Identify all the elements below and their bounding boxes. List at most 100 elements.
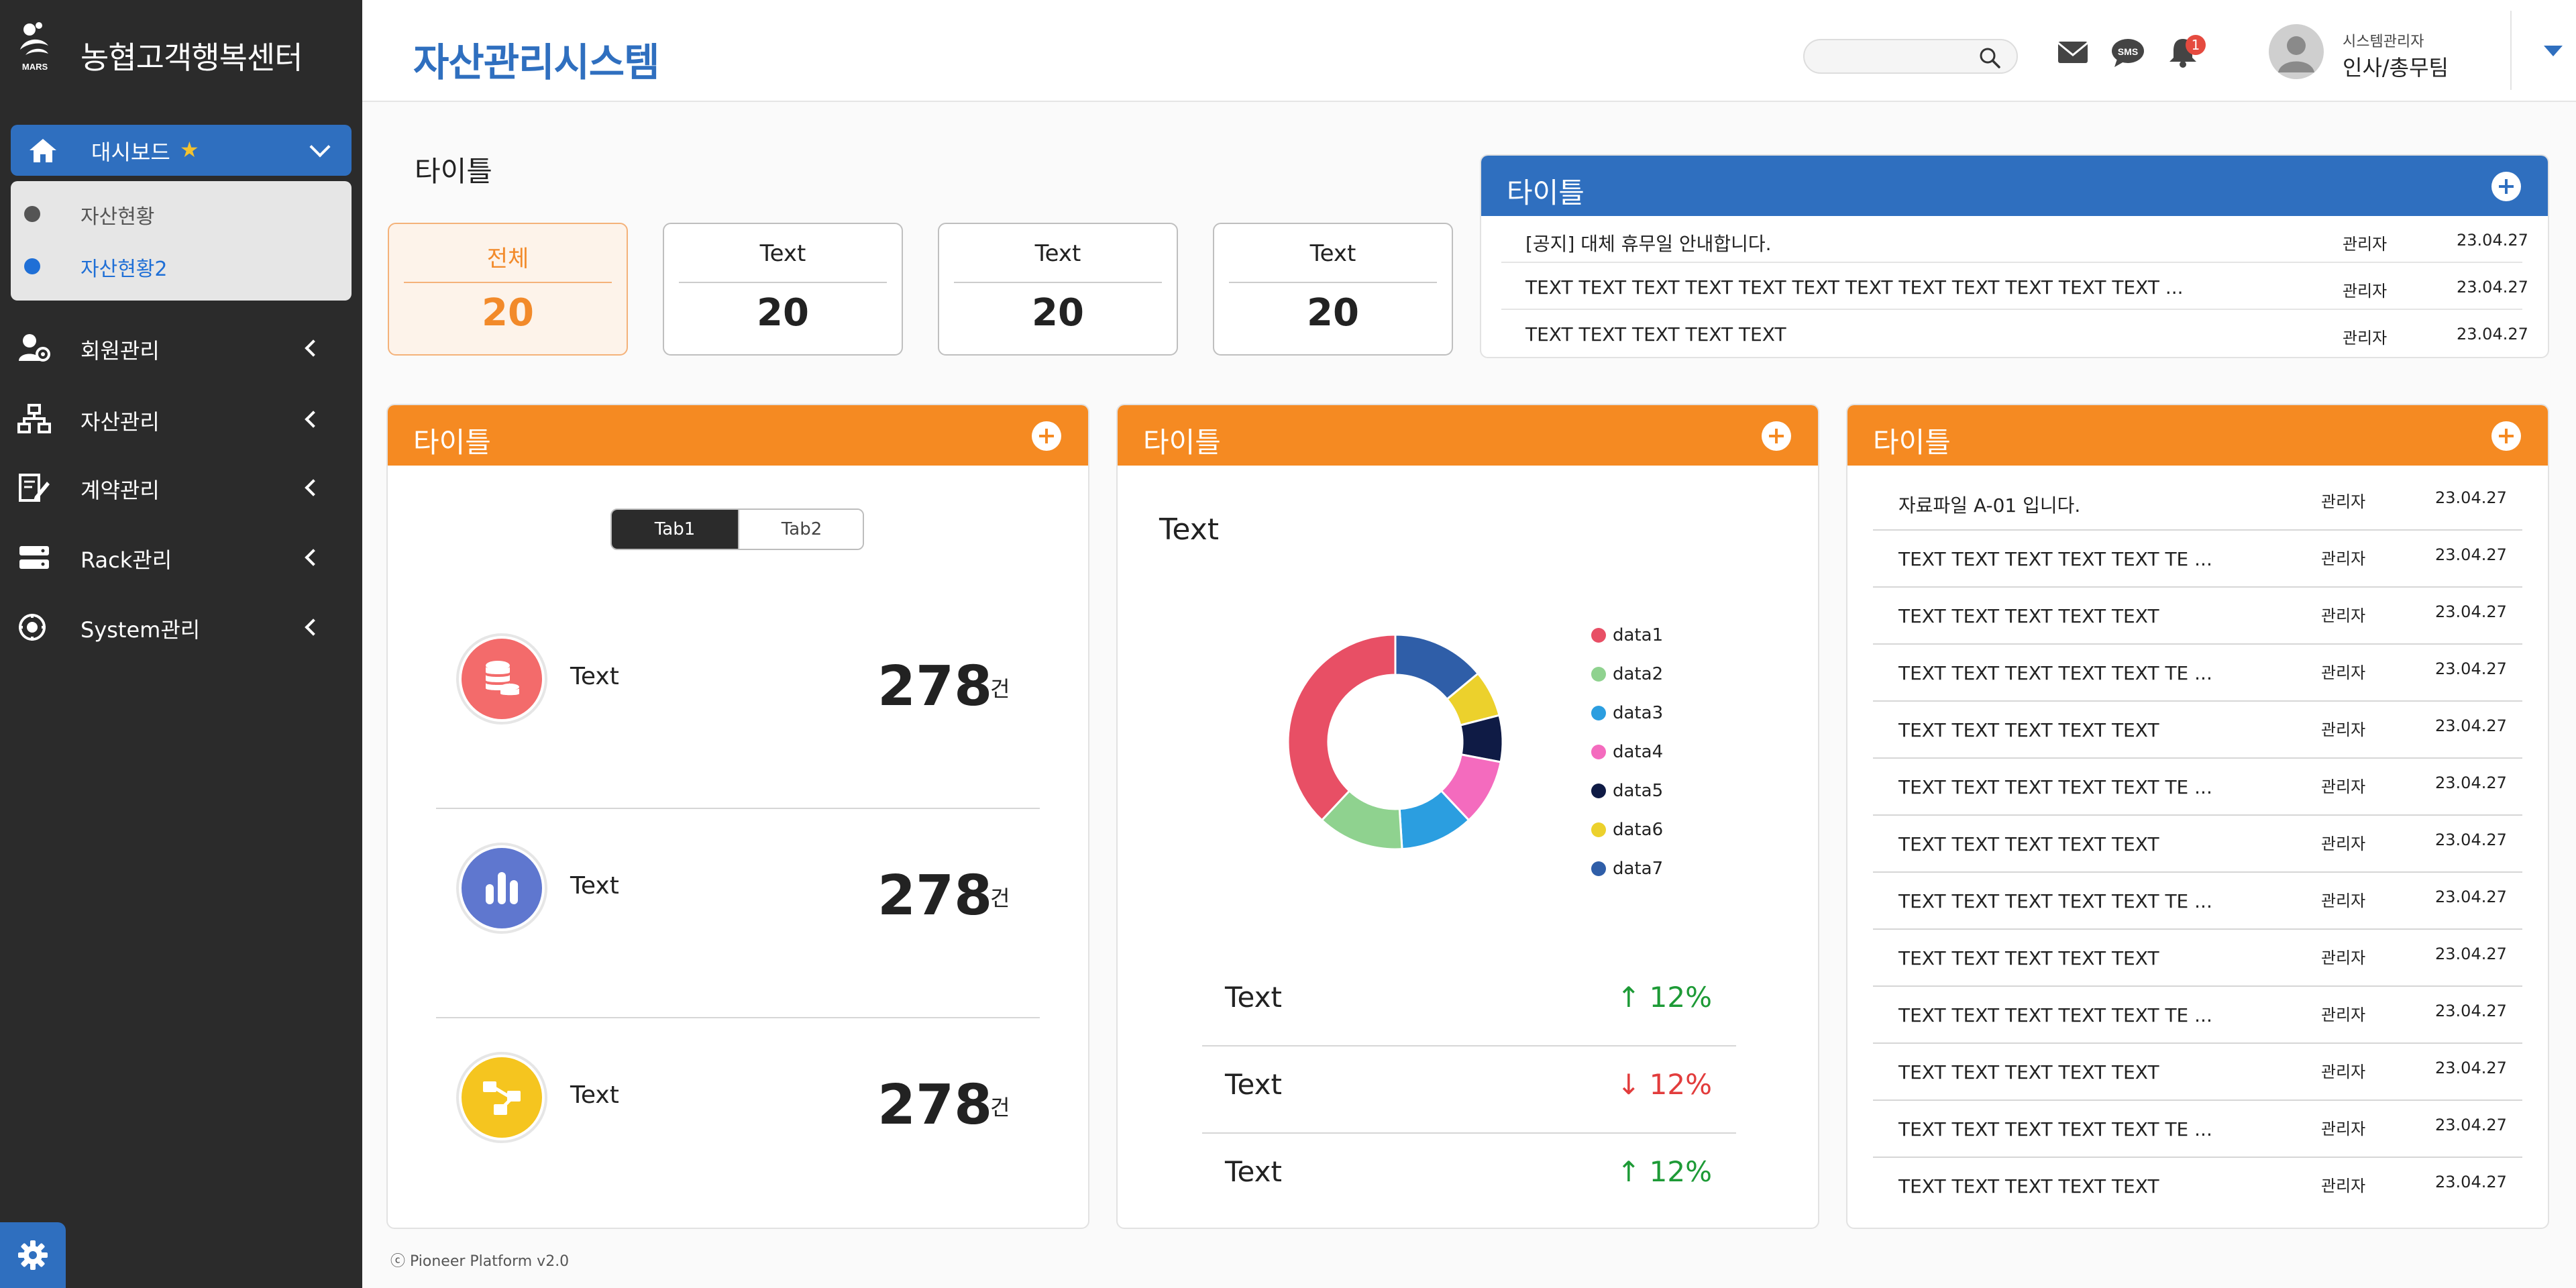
file-row[interactable]: TEXT TEXT TEXT TEXT TEXT 관리자 23.04.27 [1873, 1158, 2522, 1215]
mail-icon[interactable] [2055, 36, 2090, 68]
stat-label: Text [1309, 240, 1356, 267]
trend-label: Text [1225, 981, 1282, 1014]
trend-row: Text ↑ 12% [1202, 959, 1736, 1046]
submenu-item-asset-status-2[interactable]: 자산현황2 [11, 243, 352, 290]
submenu-item-asset-status[interactable]: 자산현황 [11, 191, 352, 237]
sidebar-item-dashboard[interactable]: 대시보드 ★ [11, 125, 352, 176]
notice-row[interactable]: [공지] 대체 휴무일 안내합니다. 관리자 23.04.27 [1501, 216, 2528, 263]
file-date: 23.04.27 [2435, 602, 2507, 621]
logo-text: MARS [22, 62, 48, 72]
file-row[interactable]: TEXT TEXT TEXT TEXT TEXT TE ... 관리자 23.04.… [1873, 531, 2522, 588]
legend-item[interactable]: data4 [1591, 738, 1739, 765]
file-date: 23.04.27 [2435, 1116, 2507, 1134]
notice-row[interactable]: TEXT TEXT TEXT TEXT TEXT TEXT TEXT TEXT … [1501, 263, 2528, 310]
file-date: 23.04.27 [2435, 545, 2507, 564]
file-author: 관리자 [2321, 777, 2366, 796]
star-icon[interactable]: ★ [180, 137, 199, 162]
file-row[interactable]: TEXT TEXT TEXT TEXT TEXT 관리자 23.04.27 [1873, 1044, 2522, 1101]
sidebar-item-system[interactable]: System관리 [11, 601, 352, 655]
chevron-left-icon [305, 339, 322, 357]
file-date: 23.04.27 [2435, 659, 2507, 678]
legend-swatch [1591, 861, 1606, 876]
tab-2[interactable]: Tab2 [738, 510, 863, 549]
legend-item[interactable]: data3 [1591, 699, 1739, 726]
server-icon [19, 546, 49, 569]
sms-icon[interactable]: SMS [2110, 36, 2145, 68]
file-row[interactable]: TEXT TEXT TEXT TEXT TEXT 관리자 23.04.27 [1873, 816, 2522, 873]
trend-row: Text ↓ 12% [1202, 1046, 1736, 1134]
notice-title: TEXT TEXT TEXT TEXT TEXT TEXT TEXT TEXT … [1525, 276, 2184, 299]
search-input[interactable] [1818, 46, 1966, 68]
file-panel: 타이틀 자료파일 A-01 입니다. 관리자 23.04.27 TEXT TEXT T… [1846, 404, 2549, 1229]
notice-row[interactable]: TEXT TEXT TEXT TEXT TEXT 관리자 23.04.27 [1501, 310, 2528, 357]
sidebar-item-contracts[interactable]: 계약관리 [11, 462, 352, 515]
add-icon[interactable] [1032, 421, 1061, 451]
chevron-left-icon [305, 411, 322, 428]
legend-item[interactable]: data6 [1591, 816, 1739, 843]
user-name[interactable]: 인사/총무팀 [2343, 55, 2449, 80]
sidebar-item-assets[interactable]: 자산관리 [11, 393, 352, 447]
section-title: 타이틀 [415, 155, 492, 188]
count-unit: 건 [990, 1095, 1010, 1120]
header-divider [2510, 11, 2512, 90]
legend-label: data5 [1613, 781, 1664, 801]
stat-card[interactable]: Text 20 [1213, 223, 1453, 356]
file-row[interactable]: 자료파일 A-01 입니다. 관리자 23.04.27 [1873, 474, 2522, 531]
submenu: 자산현황 자산현황2 [11, 181, 352, 301]
legend-item[interactable]: data5 [1591, 777, 1739, 804]
system-settings-icon [19, 614, 46, 641]
count-unit: 건 [990, 885, 1010, 911]
add-icon[interactable] [1762, 421, 1791, 451]
user-menu-dropdown-icon[interactable] [2544, 46, 2563, 56]
tab-1[interactable]: Tab1 [612, 510, 738, 549]
legend-item[interactable]: data2 [1591, 660, 1739, 687]
file-row[interactable]: TEXT TEXT TEXT TEXT TEXT 관리자 23.04.27 [1873, 930, 2522, 987]
count-icon-ring [456, 843, 547, 934]
legend-item[interactable]: data1 [1591, 621, 1739, 648]
sidebar-item-label: Rack관리 [80, 547, 172, 573]
file-author: 관리자 [2321, 1177, 2366, 1195]
stat-card[interactable]: Text 20 [663, 223, 903, 356]
file-date: 23.04.27 [2435, 1002, 2507, 1020]
avatar[interactable] [2269, 24, 2324, 79]
file-row[interactable]: TEXT TEXT TEXT TEXT TEXT TE ... 관리자 23.04.… [1873, 1101, 2522, 1158]
file-row[interactable]: TEXT TEXT TEXT TEXT TEXT TE ... 관리자 23.04.… [1873, 987, 2522, 1044]
file-row[interactable]: TEXT TEXT TEXT TEXT TEXT TE ... 관리자 23.04.… [1873, 645, 2522, 702]
count-value: 278 [877, 655, 993, 718]
search-icon[interactable] [1979, 47, 2000, 68]
legend-swatch [1591, 745, 1606, 759]
file-date: 23.04.27 [2435, 488, 2507, 507]
svg-text:SMS: SMS [2118, 46, 2138, 57]
add-icon[interactable] [2491, 172, 2521, 201]
legend-label: data6 [1613, 820, 1664, 840]
stat-card-total[interactable]: 전체 20 [388, 223, 628, 356]
search-box[interactable] [1803, 39, 2018, 74]
file-row[interactable]: TEXT TEXT TEXT TEXT TEXT 관리자 23.04.27 [1873, 588, 2522, 645]
sidebar-item-label: 계약관리 [80, 478, 160, 503]
trend-label: Text [1225, 1155, 1282, 1188]
add-icon[interactable] [2491, 421, 2521, 451]
stat-value: 20 [482, 291, 534, 335]
file-row[interactable]: TEXT TEXT TEXT TEXT TEXT TE ... 관리자 23.04.… [1873, 759, 2522, 816]
count-row: Text 278 건 [436, 593, 1040, 802]
file-row[interactable]: TEXT TEXT TEXT TEXT TEXT 관리자 23.04.27 [1873, 702, 2522, 759]
donut-slice-data1[interactable] [1287, 633, 1397, 822]
legend-item[interactable]: data7 [1591, 855, 1739, 881]
stat-card[interactable]: Text 20 [938, 223, 1178, 356]
bullet-icon [24, 258, 40, 274]
sidebar-item-rack[interactable]: Rack관리 [11, 531, 352, 585]
stat-value: 20 [757, 291, 809, 335]
count-value: 278 [877, 1073, 993, 1137]
file-author: 관리자 [2321, 1063, 2366, 1081]
divider [954, 282, 1162, 283]
home-icon [30, 139, 56, 162]
file-row[interactable]: TEXT TEXT TEXT TEXT TEXT TE ... 관리자 23.04.… [1873, 873, 2522, 930]
file-title: TEXT TEXT TEXT TEXT TEXT [1898, 947, 2159, 969]
panel-header: 타이틀 [1481, 156, 2548, 216]
legend-label: data1 [1613, 625, 1664, 645]
sidebar-item-members[interactable]: 회원관리 [11, 322, 352, 376]
brand[interactable]: MARS 농협고객행복센터 [0, 0, 362, 104]
file-title: 자료파일 A-01 입니다. [1898, 494, 2081, 517]
settings-button[interactable] [0, 1222, 66, 1288]
legend-swatch [1591, 822, 1606, 837]
